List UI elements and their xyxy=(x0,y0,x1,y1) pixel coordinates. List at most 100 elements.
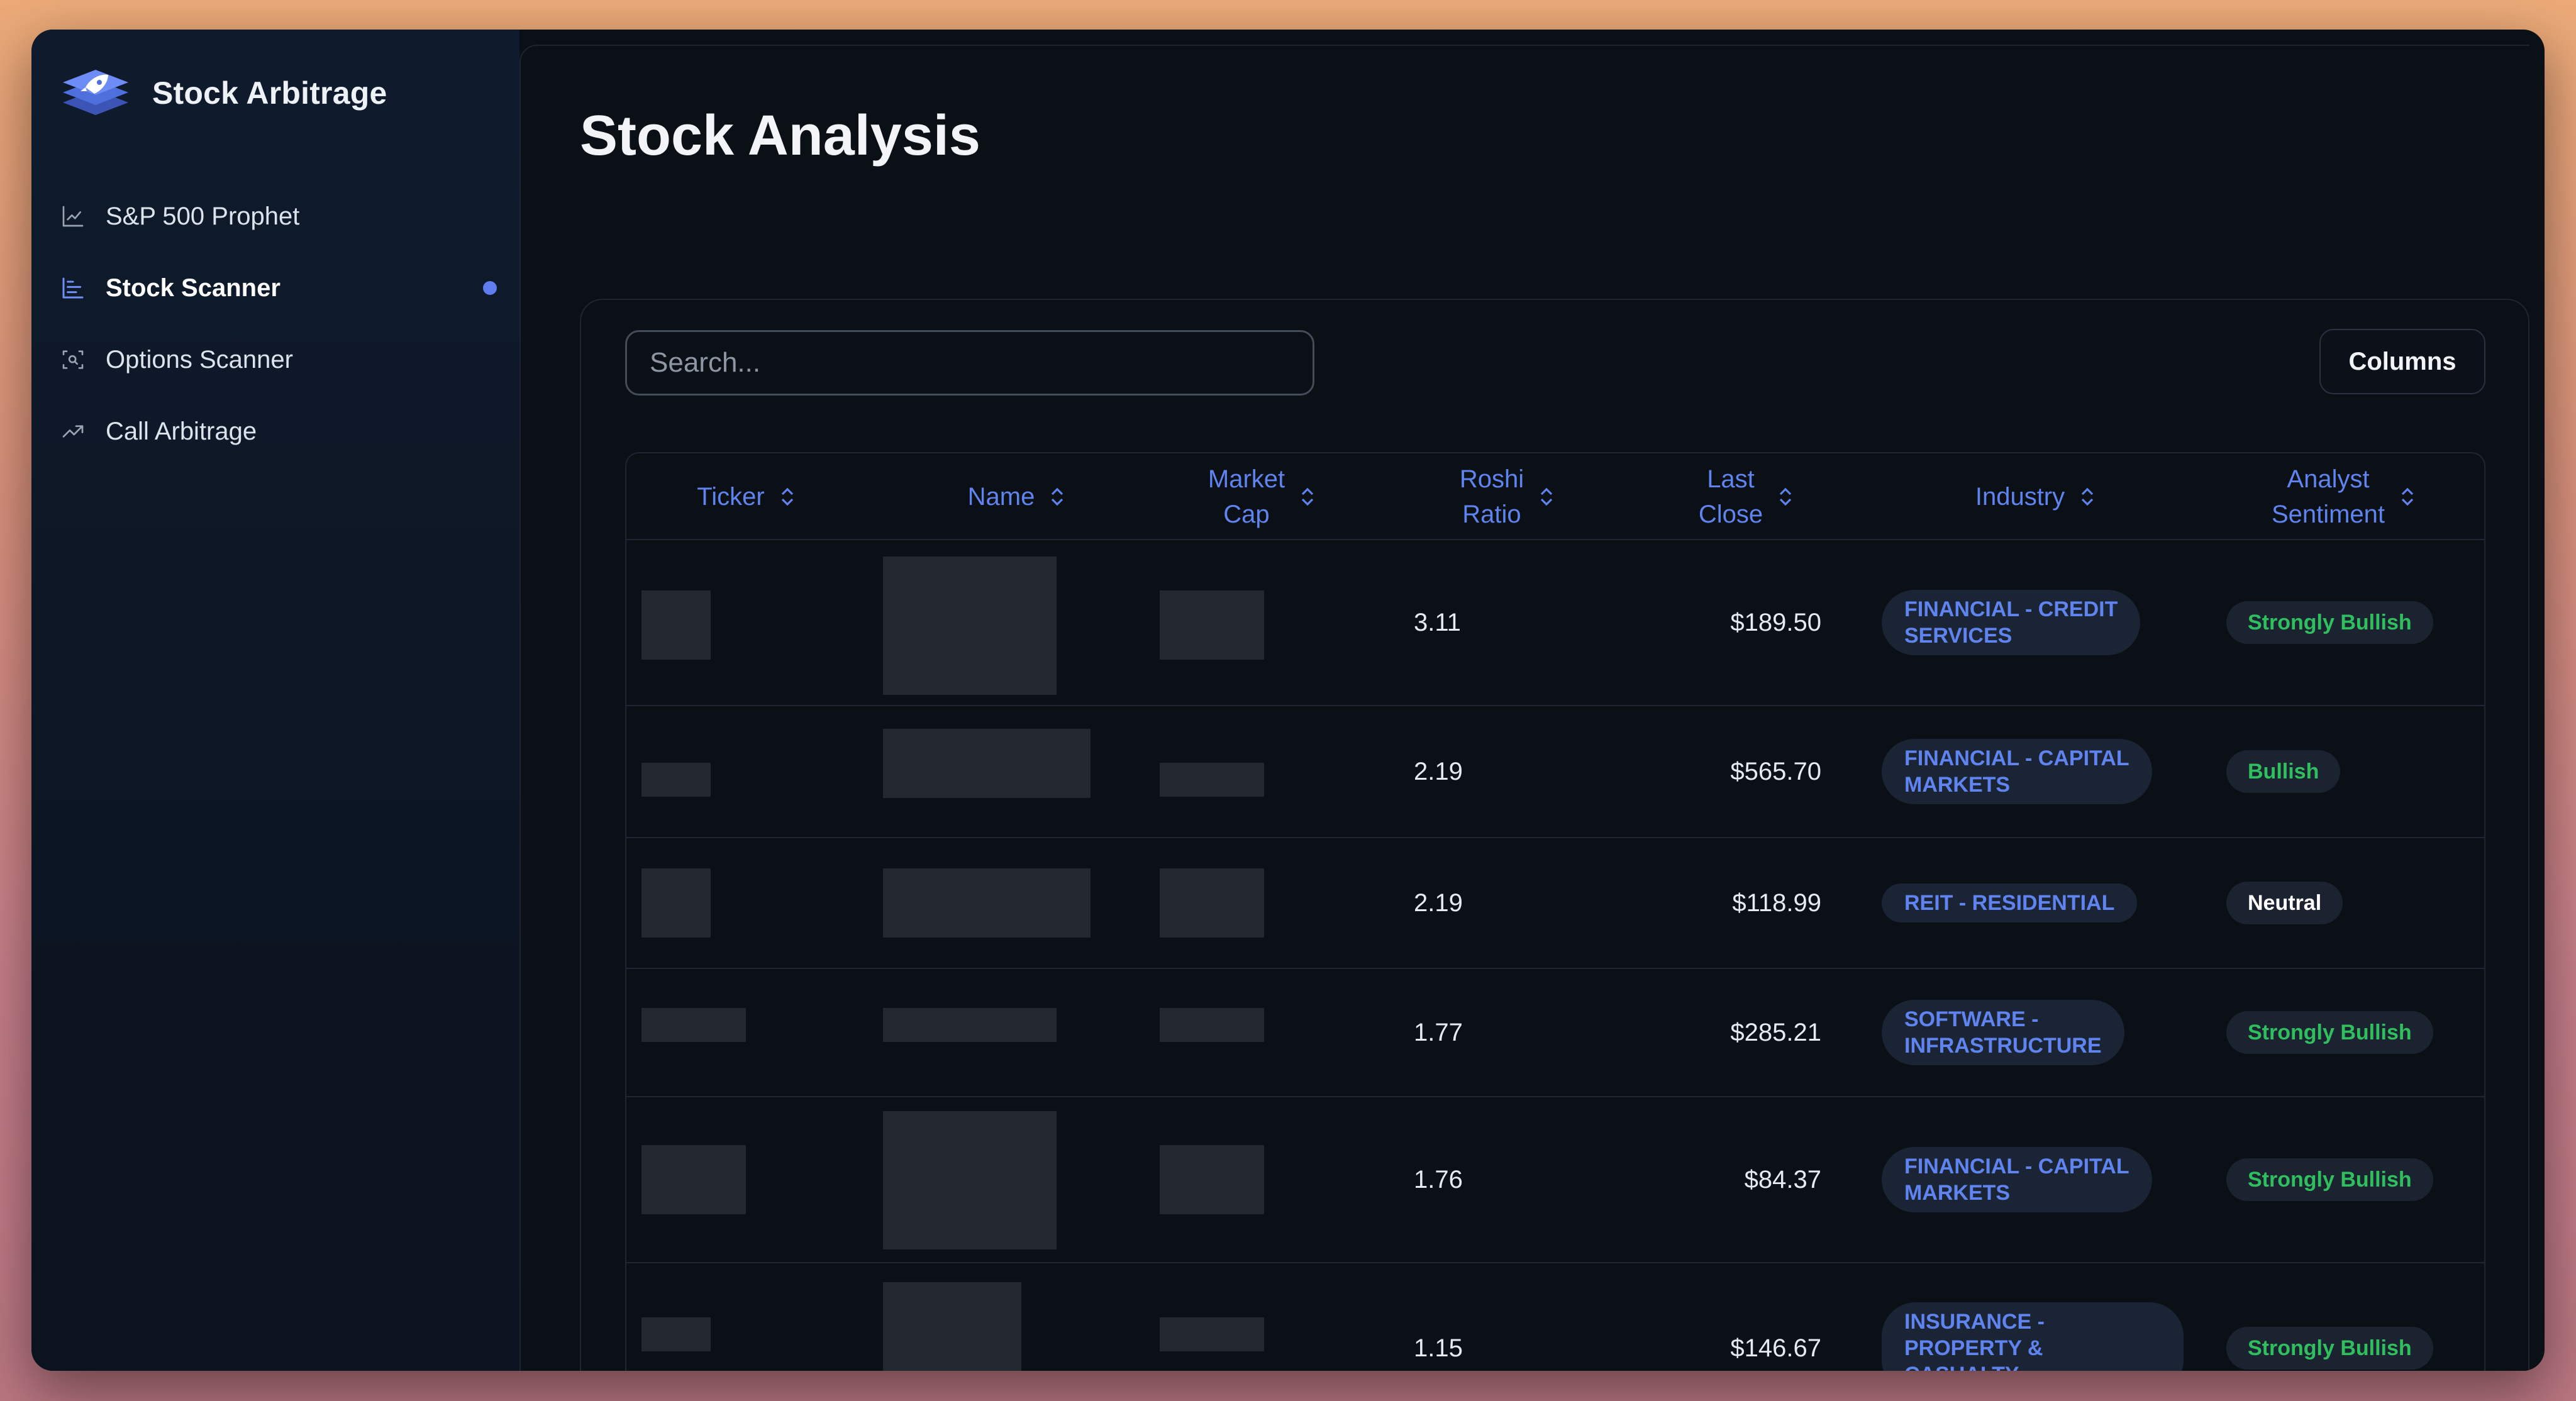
industry-cell: FINANCIAL - CREDIT SERVICES xyxy=(1882,540,2184,705)
industry-cell: FINANCIAL - CAPITAL MARKETS xyxy=(1882,706,2184,837)
sentiment-cell: Strongly Bullish xyxy=(2226,540,2478,705)
redacted-cells xyxy=(641,540,1318,705)
main-panel: Stock Analysis Columns Ticker Name xyxy=(519,45,2529,1371)
industry-line: SERVICES xyxy=(1904,624,2012,648)
header-label: Last Close xyxy=(1699,462,1763,532)
bar-chart-icon xyxy=(59,274,87,302)
header-label: Industry xyxy=(1975,483,2065,511)
redacted-cells xyxy=(641,969,1318,1096)
industry-line: INSURANCE - xyxy=(1904,1310,2045,1334)
last-close-cell: $118.99 xyxy=(1732,889,1821,917)
industry-cell: INSURANCE - PROPERTY & CASUALTY xyxy=(1882,1263,2184,1371)
sidebar-item-sp500-prophet[interactable]: S&P 500 Prophet xyxy=(59,180,512,252)
last-close-cell: $84.37 xyxy=(1744,1165,1821,1193)
line-chart-icon xyxy=(59,202,87,230)
roshi-ratio-cell: 1.77 xyxy=(1414,1018,1463,1046)
column-header-market-cap[interactable]: Market Cap xyxy=(1155,453,1368,540)
last-close-cell: $285.21 xyxy=(1730,1018,1821,1046)
columns-button[interactable]: Columns xyxy=(2319,329,2485,394)
column-header-industry[interactable]: Industry xyxy=(1897,453,2174,540)
redacted-cells xyxy=(641,1263,1318,1371)
page-title: Stock Analysis xyxy=(580,104,980,167)
table-card: Columns Ticker Name Market Cap xyxy=(580,299,2529,1371)
trending-up-icon xyxy=(59,418,87,445)
header-label-line: Analyst xyxy=(2287,465,2370,493)
sidebar-item-label: Call Arbitrage xyxy=(106,417,257,445)
header-label: Ticker xyxy=(697,483,765,511)
sidebar-item-call-arbitrage[interactable]: Call Arbitrage xyxy=(59,396,512,467)
column-header-ticker[interactable]: Ticker xyxy=(652,453,840,540)
redacted-cells xyxy=(641,1097,1318,1262)
industry-line: MARKETS xyxy=(1904,773,2011,797)
sentiment-badge: Neutral xyxy=(2226,882,2343,924)
app-window: Stock Arbitrage S&P 500 Prophet Stock Sc… xyxy=(31,30,2545,1371)
header-label-line: Ratio xyxy=(1462,501,1521,528)
table-row[interactable]: 2.19 $118.99 REIT - RESIDENTIAL Neutral xyxy=(626,838,2484,969)
active-indicator-dot xyxy=(483,281,497,295)
header-label-line: Close xyxy=(1698,501,1763,528)
rocket-logo-icon xyxy=(63,70,128,115)
roshi-ratio-cell: 1.15 xyxy=(1414,1334,1463,1362)
sentiment-cell: Strongly Bullish xyxy=(2226,1097,2478,1262)
industry-badge: FINANCIAL - CREDIT SERVICES xyxy=(1882,590,2141,655)
sidebar-item-options-scanner[interactable]: Options Scanner xyxy=(59,324,512,396)
header-label: Name xyxy=(967,483,1035,511)
roshi-ratio-cell: 1.76 xyxy=(1414,1165,1463,1193)
header-label: Roshi Ratio xyxy=(1460,462,1524,532)
header-label-line: Sentiment xyxy=(2271,501,2385,528)
sidebar-item-label: Options Scanner xyxy=(106,345,293,374)
industry-cell: SOFTWARE - INFRASTRUCTURE xyxy=(1882,969,2184,1096)
roshi-ratio-cell: 2.19 xyxy=(1414,889,1463,917)
header-label-line: Roshi xyxy=(1459,465,1524,493)
table-row[interactable]: 3.11 $189.50 FINANCIAL - CREDIT SERVICES… xyxy=(626,540,2484,706)
scan-icon xyxy=(59,346,87,374)
industry-line: MARKETS xyxy=(1904,1181,2011,1205)
column-header-analyst-sentiment[interactable]: Analyst Sentiment xyxy=(2211,453,2475,540)
sentiment-badge: Strongly Bullish xyxy=(2226,1327,2433,1370)
last-close-cell: $189.50 xyxy=(1730,608,1821,636)
redacted-cells xyxy=(641,706,1318,837)
column-header-roshi-ratio[interactable]: Roshi Ratio xyxy=(1400,453,1614,540)
redacted-cells xyxy=(641,838,1318,968)
sentiment-badge: Strongly Bullish xyxy=(2226,601,2433,644)
sentiment-cell: Bullish xyxy=(2226,706,2478,837)
industry-badge: FINANCIAL - CAPITAL MARKETS xyxy=(1882,739,2152,804)
industry-line: SOFTWARE - xyxy=(1904,1007,2039,1031)
last-close-cell: $565.70 xyxy=(1730,757,1821,785)
table-row[interactable]: 1.15 $146.67 INSURANCE - PROPERTY & CASU… xyxy=(626,1263,2484,1371)
industry-line: PROPERTY & CASUALTY xyxy=(1904,1336,2043,1371)
sidebar: Stock Arbitrage S&P 500 Prophet Stock Sc… xyxy=(31,30,519,1371)
table-header: Ticker Name Market Cap xyxy=(626,453,2484,540)
industry-badge: SOFTWARE - INFRASTRUCTURE xyxy=(1882,1000,2124,1065)
brand[interactable]: Stock Arbitrage xyxy=(58,58,387,128)
sentiment-badge: Strongly Bullish xyxy=(2226,1011,2433,1054)
sort-icon xyxy=(781,487,793,506)
industry-line: FINANCIAL - CAPITAL xyxy=(1904,746,2129,770)
sort-icon xyxy=(2401,487,2414,506)
industry-line: INFRASTRUCTURE xyxy=(1904,1034,2102,1058)
industry-badge: FINANCIAL - CAPITAL MARKETS xyxy=(1882,1147,2152,1212)
header-label: Analyst Sentiment xyxy=(2272,462,2385,532)
sidebar-item-stock-scanner[interactable]: Stock Scanner xyxy=(59,252,512,324)
sentiment-badge: Strongly Bullish xyxy=(2226,1158,2433,1201)
table-row[interactable]: 1.76 $84.37 FINANCIAL - CAPITAL MARKETS … xyxy=(626,1097,2484,1263)
table-row[interactable]: 1.77 $285.21 SOFTWARE - INFRASTRUCTURE S… xyxy=(626,969,2484,1097)
app-name: Stock Arbitrage xyxy=(152,75,387,111)
sort-icon xyxy=(2082,487,2094,506)
header-label-line: Cap xyxy=(1223,501,1270,528)
column-header-last-close[interactable]: Last Close xyxy=(1639,453,1853,540)
roshi-ratio-cell: 2.19 xyxy=(1414,757,1463,785)
column-header-name[interactable]: Name xyxy=(891,453,1142,540)
sentiment-badge: Bullish xyxy=(2226,750,2341,793)
table-row[interactable]: 2.19 $565.70 FINANCIAL - CAPITAL MARKETS… xyxy=(626,706,2484,838)
sentiment-cell: Neutral xyxy=(2226,838,2478,968)
sidebar-nav: S&P 500 Prophet Stock Scanner xyxy=(59,180,512,467)
sort-icon xyxy=(1540,487,1553,506)
industry-cell: FINANCIAL - CAPITAL MARKETS xyxy=(1882,1097,2184,1262)
sort-icon xyxy=(1052,487,1063,506)
industry-line: FINANCIAL - CAPITAL xyxy=(1904,1155,2129,1178)
sidebar-item-label: Stock Scanner xyxy=(106,274,280,302)
search-input[interactable] xyxy=(625,330,1314,396)
sidebar-item-label: S&P 500 Prophet xyxy=(106,202,300,230)
sentiment-cell: Strongly Bullish xyxy=(2226,1263,2478,1371)
